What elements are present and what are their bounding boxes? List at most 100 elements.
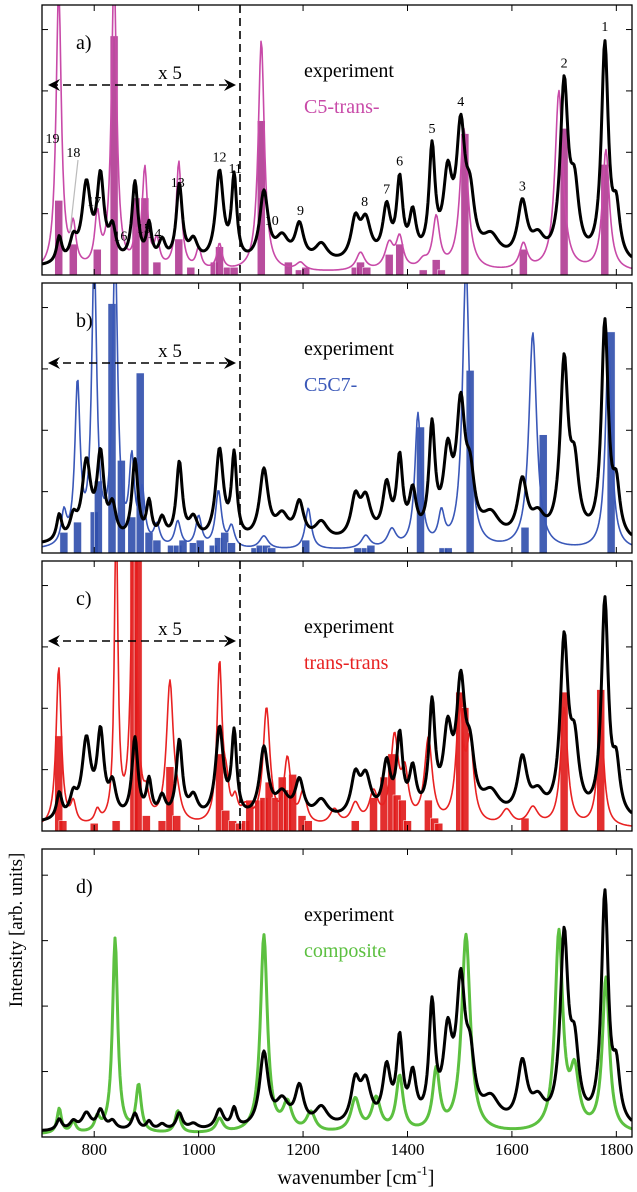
stick-bar <box>152 539 162 553</box>
legend-experiment: experiment <box>304 616 394 638</box>
stick-bar <box>416 426 425 553</box>
plot-frame <box>41 848 633 1138</box>
legend-theory: composite <box>304 940 386 962</box>
legend-theory: trans-trans <box>304 652 389 674</box>
panel-label: a) <box>76 32 92 54</box>
stick-bar <box>267 547 276 553</box>
x-tick-label: 1000 <box>182 1140 216 1159</box>
stick-bar <box>443 547 453 553</box>
peak-label: 10 <box>265 214 279 229</box>
stick-bar <box>229 267 239 275</box>
panel-3: c) experiment trans-trans x 5 <box>41 560 633 832</box>
scale-label: x 5 <box>158 341 182 362</box>
peak-label: 17 <box>87 195 101 210</box>
stick-bar <box>288 774 297 831</box>
stick-bar <box>227 542 236 553</box>
plot-frame <box>41 560 633 832</box>
stick-bar <box>73 521 82 553</box>
legend-theory: C5C7- <box>304 374 357 396</box>
peak-label: 16 <box>113 230 127 245</box>
peak-label: 15 <box>137 222 151 237</box>
stick-bar <box>195 539 205 553</box>
arrow-right-icon <box>224 635 236 647</box>
peak-label: 8 <box>361 195 368 210</box>
theory-line <box>42 283 632 549</box>
stick-bar <box>418 269 428 275</box>
peak-pointer <box>69 159 79 233</box>
stick-bar <box>157 820 167 831</box>
panel-label: b) <box>76 310 93 332</box>
plot-frame <box>41 282 633 554</box>
stick-bar <box>362 267 372 275</box>
stick-bar <box>142 815 151 831</box>
stick-bar <box>304 820 313 831</box>
stick-bar <box>351 820 360 831</box>
stick-bar <box>144 532 154 553</box>
stick-bar <box>520 527 530 553</box>
stick-bar <box>284 261 293 275</box>
stick-bar <box>353 547 363 553</box>
peak-label: 19 <box>45 132 59 147</box>
x-tick-label: 1200 <box>286 1140 320 1159</box>
experiment-line <box>42 39 632 266</box>
x-axis-label-end: ] <box>428 1167 435 1189</box>
peak-label: 11 <box>228 162 241 177</box>
stick-bar <box>434 823 444 831</box>
scale-label: x 5 <box>158 63 182 84</box>
peak-label: 6 <box>396 154 403 169</box>
stick-bar <box>93 249 102 275</box>
x-tick-label: 1800 <box>599 1140 633 1159</box>
stick-bar <box>135 372 145 553</box>
stick-bar <box>178 539 188 553</box>
stick-bar <box>69 243 78 275</box>
legend-experiment: experiment <box>304 338 394 360</box>
experiment-line <box>42 595 632 822</box>
stick-bar <box>111 820 121 831</box>
stick-bar <box>395 243 404 275</box>
peak-label: 3 <box>519 179 526 194</box>
peak-label: 4 <box>457 95 464 110</box>
arrow-left-icon <box>48 357 60 369</box>
stick-bar <box>127 516 137 553</box>
peak-label: 13 <box>171 176 185 191</box>
y-axis-label: Intensity [arb. units] <box>6 853 27 1008</box>
stick-bar <box>152 261 162 275</box>
peak-label: 7 <box>383 182 390 197</box>
stick-bar <box>437 269 446 275</box>
x-tick-label: 1600 <box>495 1140 529 1159</box>
stick-bar <box>538 434 548 553</box>
stick-bar <box>519 249 528 275</box>
x-axis-label: wavenumber [cm-1] <box>278 1163 435 1189</box>
peak-label: 1 <box>601 20 608 35</box>
stick-bar <box>186 267 196 275</box>
peak-label: 18 <box>66 146 80 161</box>
stick-bar <box>174 238 184 275</box>
stick-bar <box>520 817 530 831</box>
stick-bar <box>94 480 103 553</box>
stick-bar <box>431 259 441 275</box>
panel-4: d) experiment composite <box>41 848 633 1138</box>
legend-experiment: experiment <box>304 60 394 82</box>
peak-label: 12 <box>213 151 227 166</box>
legend-theory: C5-trans- <box>304 96 380 118</box>
x-tick-label: 1400 <box>390 1140 424 1159</box>
stick-bar <box>215 753 224 831</box>
stick-bar <box>54 735 63 831</box>
peak-label: 9 <box>297 204 304 219</box>
arrow-left-icon <box>48 79 60 91</box>
panel-2: b) experiment C5C7- x 5 <box>41 282 633 554</box>
legend-experiment: experiment <box>304 904 394 926</box>
stick-bar <box>107 303 117 553</box>
stick-bar <box>59 532 69 553</box>
panel-label: c) <box>76 588 92 610</box>
panel-label: d) <box>76 876 93 898</box>
stick-bar <box>369 797 378 831</box>
x-tick-label: 800 <box>81 1140 107 1159</box>
experiment-line <box>42 317 632 544</box>
arrow-left-icon <box>48 635 60 647</box>
experiment-line <box>42 888 632 1132</box>
theory-line <box>42 927 632 1135</box>
stick-bar <box>366 545 376 553</box>
